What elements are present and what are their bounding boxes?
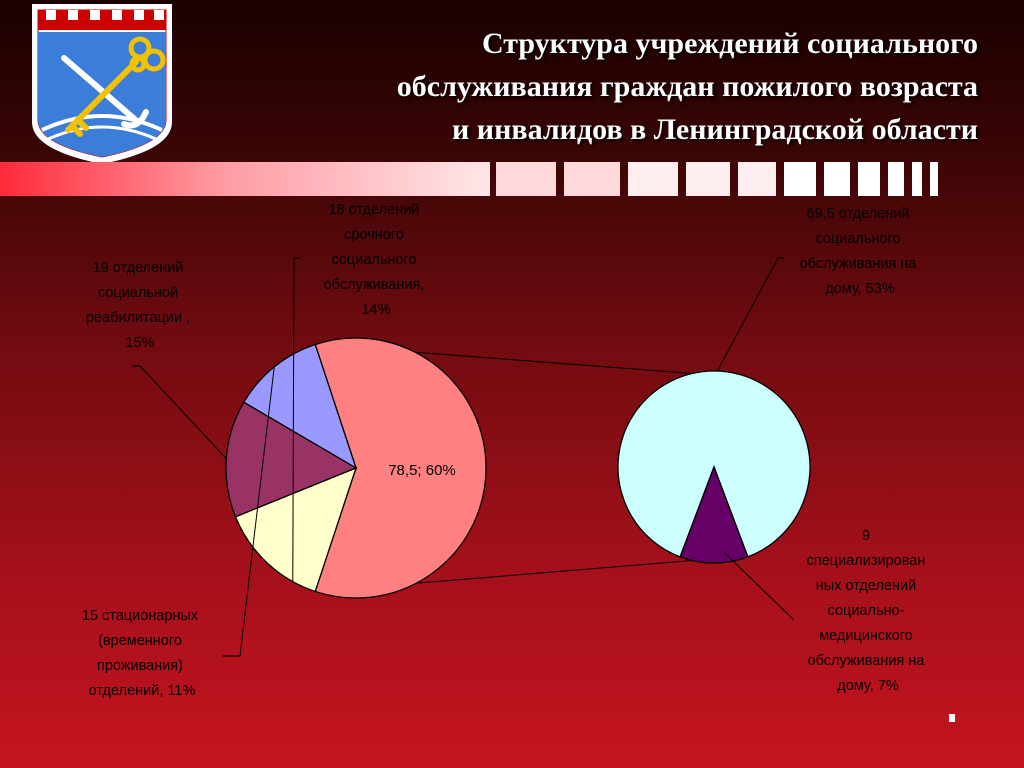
pie-slice-stationary (242, 343, 358, 470)
label-medical-home: 9 специализирован ных отделений социальн… (807, 528, 930, 694)
pie-slice-other (314, 337, 487, 599)
pie-slice-urgent (234, 466, 358, 593)
label-stationary: 15 стационарных (временного проживания) … (82, 608, 202, 699)
leader-line-stationary (222, 366, 275, 657)
slide-title: Структура учреждений социального обслужи… (258, 22, 978, 151)
title-line-2: обслуживания граждан пожилого возраста (396, 70, 978, 103)
title-line-1: Структура учреждений социального (482, 27, 978, 60)
label-other: 78,5; 60% (388, 462, 456, 479)
label-rehab: 19 отделений социальной реабилитации , 1… (86, 260, 194, 351)
pie-slice-home_service (617, 370, 811, 558)
pie-slice-medical_home (679, 465, 749, 564)
leader-line-home-service (716, 257, 784, 372)
coat-of-arms-icon (32, 4, 172, 164)
leader-lines (132, 257, 795, 657)
leader-line-medical-home (724, 552, 795, 621)
slide-marker (949, 714, 955, 722)
label-urgent: 18 отделений срочного социального обслуж… (324, 202, 429, 318)
main-pie (225, 337, 487, 599)
title-line-3: и инвалидов в Ленинградской области (452, 113, 978, 146)
secondary-pie (617, 370, 811, 564)
label-home-service: 69,5 отделений социального обслуживания … (800, 206, 921, 297)
leader-line-urgent (292, 257, 300, 582)
decorative-stripe (0, 162, 938, 196)
pie-slice-rehab (225, 401, 358, 518)
leader-line-rehab (132, 365, 227, 459)
